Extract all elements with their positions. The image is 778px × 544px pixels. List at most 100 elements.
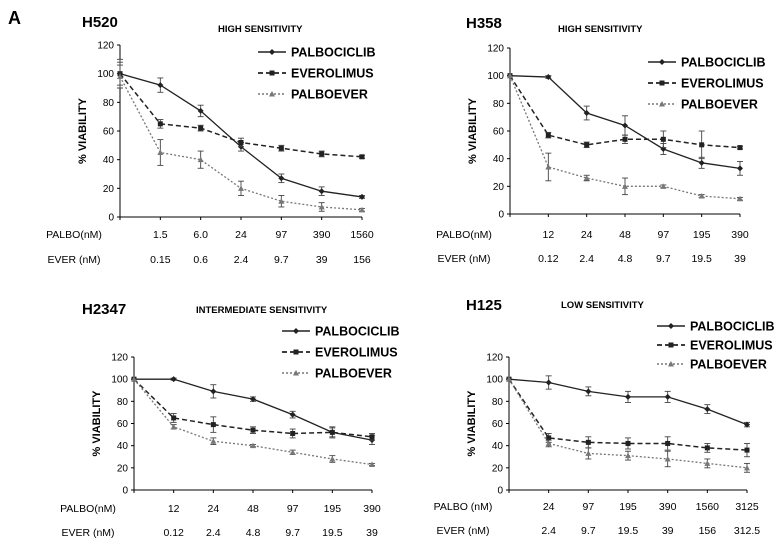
data-point (625, 440, 631, 446)
dose-value: 1560 (350, 229, 374, 241)
dose-value: 9.7 (274, 254, 289, 266)
data-point (170, 376, 177, 383)
data-point (668, 323, 674, 329)
data-point (545, 163, 552, 170)
dose-row-label: EVER (nM) (437, 253, 490, 265)
legend-label: PALBOCICLIB (291, 46, 376, 60)
dose-value: 9.7 (656, 253, 671, 265)
data-point (737, 145, 743, 151)
data-point (290, 430, 296, 436)
data-point (546, 435, 552, 441)
y-axis-label: % VIABILITY (467, 97, 479, 164)
data-point (131, 376, 137, 382)
data-point (117, 73, 123, 80)
data-point (668, 361, 674, 367)
chart-title: H358 (466, 15, 502, 32)
series-palboever (131, 376, 375, 468)
dose-value: 390 (731, 229, 749, 241)
data-point (660, 136, 666, 142)
data-point (250, 396, 256, 403)
dose-value: 24 (543, 501, 555, 513)
dose-value: 195 (619, 501, 637, 513)
data-point (545, 440, 552, 446)
y-tick-label: 100 (486, 375, 503, 386)
data-point (289, 411, 296, 418)
chart-panel-h2347: H2347 INTERMEDIATE SENSITIVITY 0 20 40 60 80 10… (60, 301, 399, 539)
y-tick-label: 0 (497, 486, 503, 497)
dose-value: 4.8 (618, 253, 633, 265)
dose-value: 97 (657, 229, 669, 241)
dose-value: 312.5 (734, 525, 760, 537)
data-point (744, 447, 750, 453)
data-point (545, 132, 551, 138)
dose-value: 39 (316, 254, 328, 266)
legend-label: PALBOEVER (291, 88, 368, 102)
data-point (157, 149, 164, 155)
dose-value: 97 (275, 229, 287, 241)
legend-label: EVEROLIMUS (315, 346, 398, 360)
data-point (369, 461, 375, 468)
y-tick-label: 20 (492, 463, 504, 474)
dose-value: 9.7 (285, 527, 300, 539)
data-point (197, 107, 204, 114)
y-tick-label: 0 (498, 210, 504, 221)
data-point (664, 393, 671, 400)
data-point (583, 175, 590, 181)
data-point (329, 455, 336, 462)
data-point (293, 328, 299, 334)
sensitivity-label: HIGH SENSITIVITY (558, 24, 643, 35)
dose-value: 19.5 (322, 527, 343, 539)
data-point (698, 193, 705, 199)
y-tick-label: 60 (492, 419, 504, 430)
data-point (171, 415, 177, 421)
chart-panel-h358: H358 HIGH SENSITIVITY 0 20 40 60 80 100 120 % VIA… (436, 15, 765, 265)
data-point (359, 206, 365, 213)
series-palbociclib (131, 376, 375, 446)
chart-title: H520 (82, 14, 118, 31)
data-point (250, 442, 256, 449)
dose-row-label: EVER (nM) (436, 525, 489, 537)
data-point (704, 460, 711, 466)
series-line (133, 378, 373, 466)
chart-panel-h125: H125 LOW SENSITIVITY 0 20 40 60 80 100 120 % VIAB… (434, 297, 775, 537)
y-tick-label: 100 (111, 375, 128, 386)
legend-label: PALBOCICLIB (690, 320, 775, 334)
dose-value: 24 (235, 229, 247, 241)
data-point (250, 427, 256, 433)
dose-value: 0.12 (163, 527, 184, 539)
panel-label: A (8, 8, 21, 28)
dose-value: 4.8 (246, 527, 261, 539)
dose-value: 156 (353, 254, 371, 266)
y-tick-label: 60 (493, 127, 505, 138)
data-point (585, 450, 592, 456)
data-point (585, 388, 592, 395)
y-tick-label: 40 (492, 441, 504, 452)
dose-value: 2.4 (206, 527, 221, 539)
data-point (269, 70, 275, 76)
dose-value: 195 (324, 503, 342, 515)
dose-value: 48 (247, 503, 259, 515)
y-tick-label: 20 (103, 184, 115, 195)
y-tick-label: 0 (122, 486, 128, 497)
data-point (698, 159, 705, 166)
dose-value: 19.5 (691, 253, 712, 265)
y-tick-label: 120 (111, 353, 128, 364)
legend-label: EVEROLIMUS (681, 77, 764, 91)
series-palboever (117, 64, 365, 213)
data-point (625, 452, 631, 459)
dose-value: 12 (542, 229, 554, 241)
dose-row-label: PALBO(nM) (60, 503, 116, 515)
data-point (699, 142, 705, 148)
series-palbociclib (506, 375, 750, 428)
data-point (744, 464, 750, 471)
series-palboever (507, 72, 743, 202)
dose-value: 24 (207, 503, 219, 515)
y-tick-label: 80 (493, 99, 505, 110)
data-point (210, 438, 217, 444)
y-tick-label: 0 (108, 213, 114, 224)
legend-label: EVEROLIMUS (690, 339, 773, 353)
y-tick-label: 20 (493, 182, 505, 193)
data-point (622, 136, 628, 142)
dose-value: 2.4 (541, 525, 556, 537)
